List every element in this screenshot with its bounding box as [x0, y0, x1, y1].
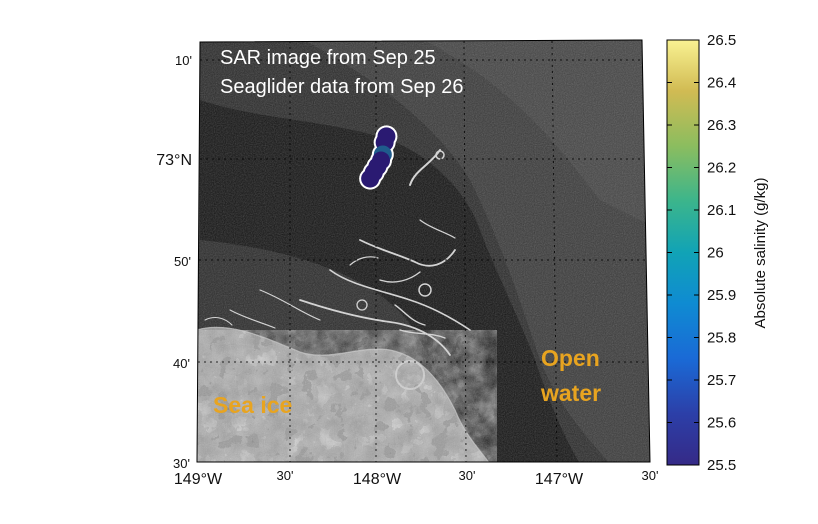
glider-point[interactable] — [361, 170, 379, 188]
annotation-line-1: SAR image from Sep 25 — [220, 47, 436, 69]
lat-tick-40: 40' — [173, 356, 190, 371]
colorbar-tick-label: 25.9 — [707, 287, 736, 304]
colorbar-tick-label: 26.1 — [707, 202, 736, 219]
lon-tick-148-30: 30' — [277, 468, 294, 483]
colorbar-tick-label: 26.4 — [707, 75, 736, 92]
colorbar-tick-label: 25.6 — [707, 415, 736, 432]
open-water-label-line-1: Open — [541, 345, 600, 371]
open-water-label-line-2: water — [540, 380, 601, 406]
colorbar-tick-label: 25.7 — [707, 372, 736, 389]
colorbar-tick-label: 26.2 — [707, 160, 736, 177]
colorbar-tick-label: 26.5 — [707, 32, 736, 49]
colorbar-label: Absolute salinity (g/kg) — [752, 178, 769, 329]
lon-tick-147-30: 30' — [459, 468, 476, 483]
colorbar-tick-label: 25.5 — [707, 457, 736, 474]
colorbar-tick-label: 26 — [707, 245, 724, 262]
lat-tick-50: 50' — [174, 254, 191, 269]
lat-tick-30: 30' — [173, 456, 190, 471]
lon-tick-149w: 149°W — [174, 471, 223, 488]
annotation-line-2: Seaglider data from Sep 26 — [220, 76, 464, 98]
colorbar-tick-label: 25.8 — [707, 330, 736, 347]
lat-tick-73n: 73°N — [156, 152, 192, 169]
lon-tick-146-30: 30' — [642, 468, 659, 483]
colorbar-tick-label: 26.3 — [707, 117, 736, 134]
lon-tick-147w: 147°W — [535, 471, 584, 488]
sea-ice-label: Sea ice — [213, 392, 292, 418]
lat-tick-10: 10' — [175, 53, 192, 68]
lon-tick-148w: 148°W — [353, 471, 402, 488]
